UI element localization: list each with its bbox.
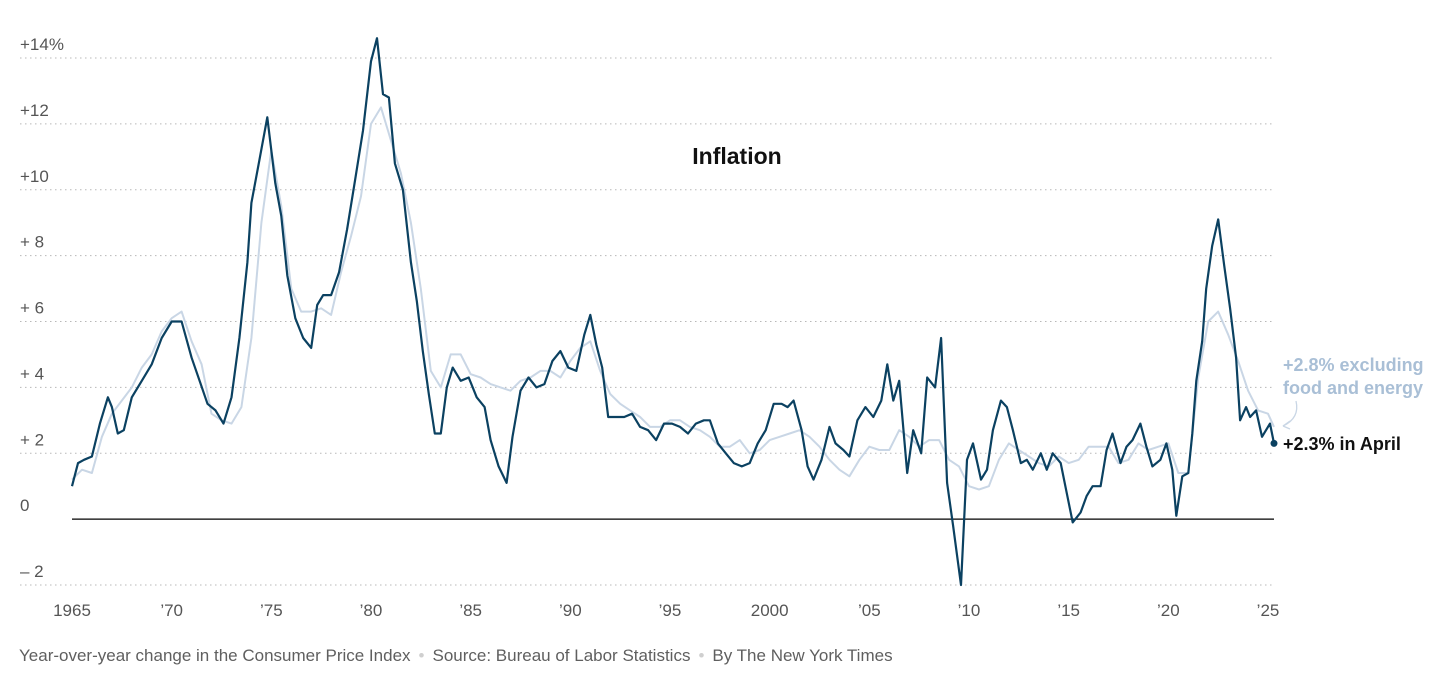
gridlines [20, 57, 1274, 586]
core-annotation-line2: food and energy [1283, 378, 1423, 398]
footer-separator: • [418, 646, 425, 665]
y-tick-label: +10 [20, 167, 49, 186]
x-tick-label: ’90 [559, 601, 582, 620]
footer-credit: By The New York Times [712, 646, 893, 665]
series-lines [70, 37, 1276, 587]
x-tick-label: ’15 [1057, 601, 1080, 620]
series-line-core [71, 106, 1275, 491]
x-tick-label: ’20 [1157, 601, 1180, 620]
x-tick-label: ’25 [1257, 601, 1280, 620]
x-tick-label: ’10 [958, 601, 981, 620]
core-annotation-line1: +2.8% excluding [1283, 355, 1424, 375]
x-tick-label: ’05 [858, 601, 881, 620]
annotation-arrow [1282, 400, 1298, 427]
y-tick-label: – 2 [20, 562, 44, 581]
y-tick-label: 0 [20, 496, 29, 515]
x-tick-label: 2000 [751, 601, 789, 620]
y-tick-label: + 4 [20, 364, 44, 383]
chart-footer: Year-over-year change in the Consumer Pr… [19, 646, 893, 666]
x-tick-label: ’70 [160, 601, 183, 620]
footer-source: Source: Bureau of Labor Statistics [432, 646, 691, 665]
x-tick-label: ’75 [260, 601, 283, 620]
annotation-arrowhead [1282, 420, 1291, 430]
y-tick-label: + 2 [20, 430, 44, 449]
headline-end-point [1270, 439, 1278, 447]
x-tick-label: ’95 [659, 601, 682, 620]
y-tick-label: +12 [20, 101, 49, 120]
series-line-headline [70, 37, 1276, 587]
footer-description: Year-over-year change in the Consumer Pr… [19, 646, 411, 665]
inflation-line-chart: +14% +12 +10 + 8 + 6 + 4 + 2 0 – 2 1965 ’70 ’75 ’80… [20, 35, 1424, 620]
x-tick-label: 1965 [53, 601, 91, 620]
chart-title: Inflation [692, 143, 781, 169]
y-tick-label: + 8 [20, 233, 44, 252]
y-axis-ticks: +14% +12 +10 + 8 + 6 + 4 + 2 0 – 2 [20, 35, 64, 581]
y-tick-label: + 6 [20, 299, 44, 318]
x-tick-label: ’80 [360, 601, 383, 620]
x-tick-label: ’85 [459, 601, 482, 620]
y-tick-label: +14% [20, 35, 64, 54]
headline-annotation: +2.3% in April [1283, 434, 1401, 454]
x-axis-ticks: 1965 ’70 ’75 ’80 ’85 ’90 ’95 2000 ’05 ’10 ’15 ’20 ’2… [53, 601, 1279, 620]
footer-separator: • [698, 646, 705, 665]
